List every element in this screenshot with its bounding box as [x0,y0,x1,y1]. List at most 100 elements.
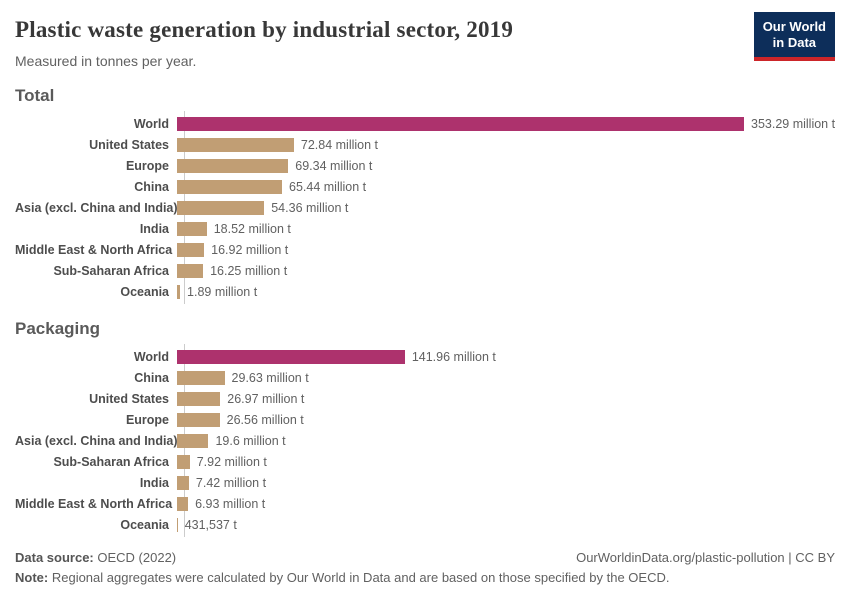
bar-track: 72.84 million t [177,134,835,155]
bar-row-label: China [134,179,169,194]
bar-rows: World 141.96 million t China 29.63 million … [15,344,835,537]
bar-value-label: 16.25 million t [210,263,288,278]
bar[interactable] [177,454,190,469]
bar[interactable] [177,412,220,427]
bar-row-label: Europe [125,412,169,427]
bar-row: India 18.52 million t [15,218,835,239]
bar-value-label: 18.52 million t [213,221,291,236]
bar[interactable] [177,137,294,152]
header: Plastic waste generation by industrial s… [15,12,835,69]
bar-row: World 141.96 million t [15,346,835,367]
data-source: Data source: OECD (2022) [15,550,176,565]
bar-row: Sub-Saharan Africa 7.92 million t [15,451,835,472]
bar-row: United States 26.97 million t [15,388,835,409]
chart-subtitle: Measured in tonnes per year. [15,53,197,69]
bar-value-label: 6.93 million t [195,496,266,511]
bar[interactable] [177,496,189,511]
bar-track: 65.44 million t [177,176,835,197]
bar-row-label: World [133,116,169,131]
owid-logo-line2: in Data [772,35,817,51]
bar-track: 6.93 million t [177,493,835,514]
section-title: Packaging [15,319,101,338]
bar[interactable] [177,200,265,215]
bar[interactable] [177,433,209,448]
bar-value-label: 26.56 million t [226,412,304,427]
bar[interactable] [177,116,744,131]
footnote-text: Regional aggregates were calculated by O… [51,570,670,585]
bar-value-label: 54.36 million t [271,200,349,215]
bar-value-label: 65.44 million t [289,179,367,194]
bar-track: 16.25 million t [177,260,835,281]
bar-row-label: United States [89,391,169,406]
bar-row: Middle East & North Africa 16.92 million … [15,239,835,260]
bar-track: 141.96 million t [177,346,835,367]
bar-row-label: Oceania [120,284,169,299]
bar-track: 353.29 million t [177,113,835,134]
bar-row: United States 72.84 million t [15,134,835,155]
bar-row: Europe 69.34 million t [15,155,835,176]
credit-link[interactable]: OurWorldinData.org/plastic-pollution | C… [576,550,835,565]
bar-row-label: Europe [125,158,169,173]
bar[interactable] [177,263,204,278]
bar-track: 69.34 million t [177,155,835,176]
bar-track: 7.92 million t [177,451,835,472]
bar-track: 26.56 million t [177,409,835,430]
bar[interactable] [177,179,283,194]
bar-row-label: Middle East & North Africa [15,242,173,257]
bar-row-label: India [139,221,169,236]
bar-value-label: 19.6 million t [215,433,286,448]
footer: Data source: OECD (2022) OurWorldinData.… [15,550,835,585]
bar[interactable] [177,221,207,236]
bar-row-label: Oceania [120,517,169,532]
bar-row-label: United States [89,137,169,152]
section-title: Total [15,86,55,105]
bar-track: 29.63 million t [177,367,835,388]
footer-row: Data source: OECD (2022) OurWorldinData.… [15,550,835,565]
bar-row-label: Sub-Saharan Africa [53,263,169,278]
bar-row: Asia (excl. China and India) 54.36 millio… [15,197,835,218]
bar-value-label: 7.42 million t [195,475,267,490]
bar-track: 18.52 million t [177,218,835,239]
bar-value-label: 69.34 million t [295,158,373,173]
footnote: Note: Regional aggregates were calculate… [15,570,835,585]
bar[interactable] [177,158,289,173]
bar-rows: World 353.29 million t United States 72.84 … [15,111,835,304]
bar-row: India 7.42 million t [15,472,835,493]
bar[interactable] [177,475,189,490]
owid-logo: Our World in Data [753,12,835,61]
bar-value-label: 141.96 million t [411,349,496,364]
bar[interactable] [177,391,221,406]
page-title: Plastic waste generation by industrial s… [15,17,514,42]
bar-track: 1.89 million t [177,281,835,302]
data-source-value: OECD (2022) [97,550,177,565]
bar-row: China 65.44 million t [15,176,835,197]
bar-track: 431,537 t [177,514,835,535]
bar-row: Middle East & North Africa 6.93 million t [15,493,835,514]
bar-track: 16.92 million t [177,239,835,260]
bar-value-label: 1.89 million t [187,284,258,299]
bar[interactable] [177,284,181,299]
bar[interactable] [177,517,178,532]
bar-value-label: 26.97 million t [227,391,305,406]
bar-row-label: China [134,370,169,385]
bar[interactable] [177,242,205,257]
bar-row: Europe 26.56 million t [15,409,835,430]
bar-row-label: Middle East & North Africa [15,496,173,511]
bar[interactable] [177,370,225,385]
bar[interactable] [177,349,405,364]
bar-value-label: 353.29 million t [751,116,836,131]
bar-row: Sub-Saharan Africa 16.25 million t [15,260,835,281]
chart-sections: Total World 353.29 million t United States 7… [15,86,835,537]
bar-row-label: Asia (excl. China and India) [15,433,178,448]
bar-row-label: Sub-Saharan Africa [53,454,169,469]
chart-section: Packaging World 141.96 million t China 29.63… [15,319,835,537]
bar-value-label: 16.92 million t [211,242,289,257]
footnote-label: Note: [15,570,49,585]
bar-row-label: Asia (excl. China and India) [15,200,178,215]
bar-track: 19.6 million t [177,430,835,451]
data-source-label: Data source: [15,550,94,565]
bar-row: China 29.63 million t [15,367,835,388]
bar-value-label: 431,537 t [184,517,237,532]
bar-track: 54.36 million t [177,197,835,218]
bar-track: 7.42 million t [177,472,835,493]
